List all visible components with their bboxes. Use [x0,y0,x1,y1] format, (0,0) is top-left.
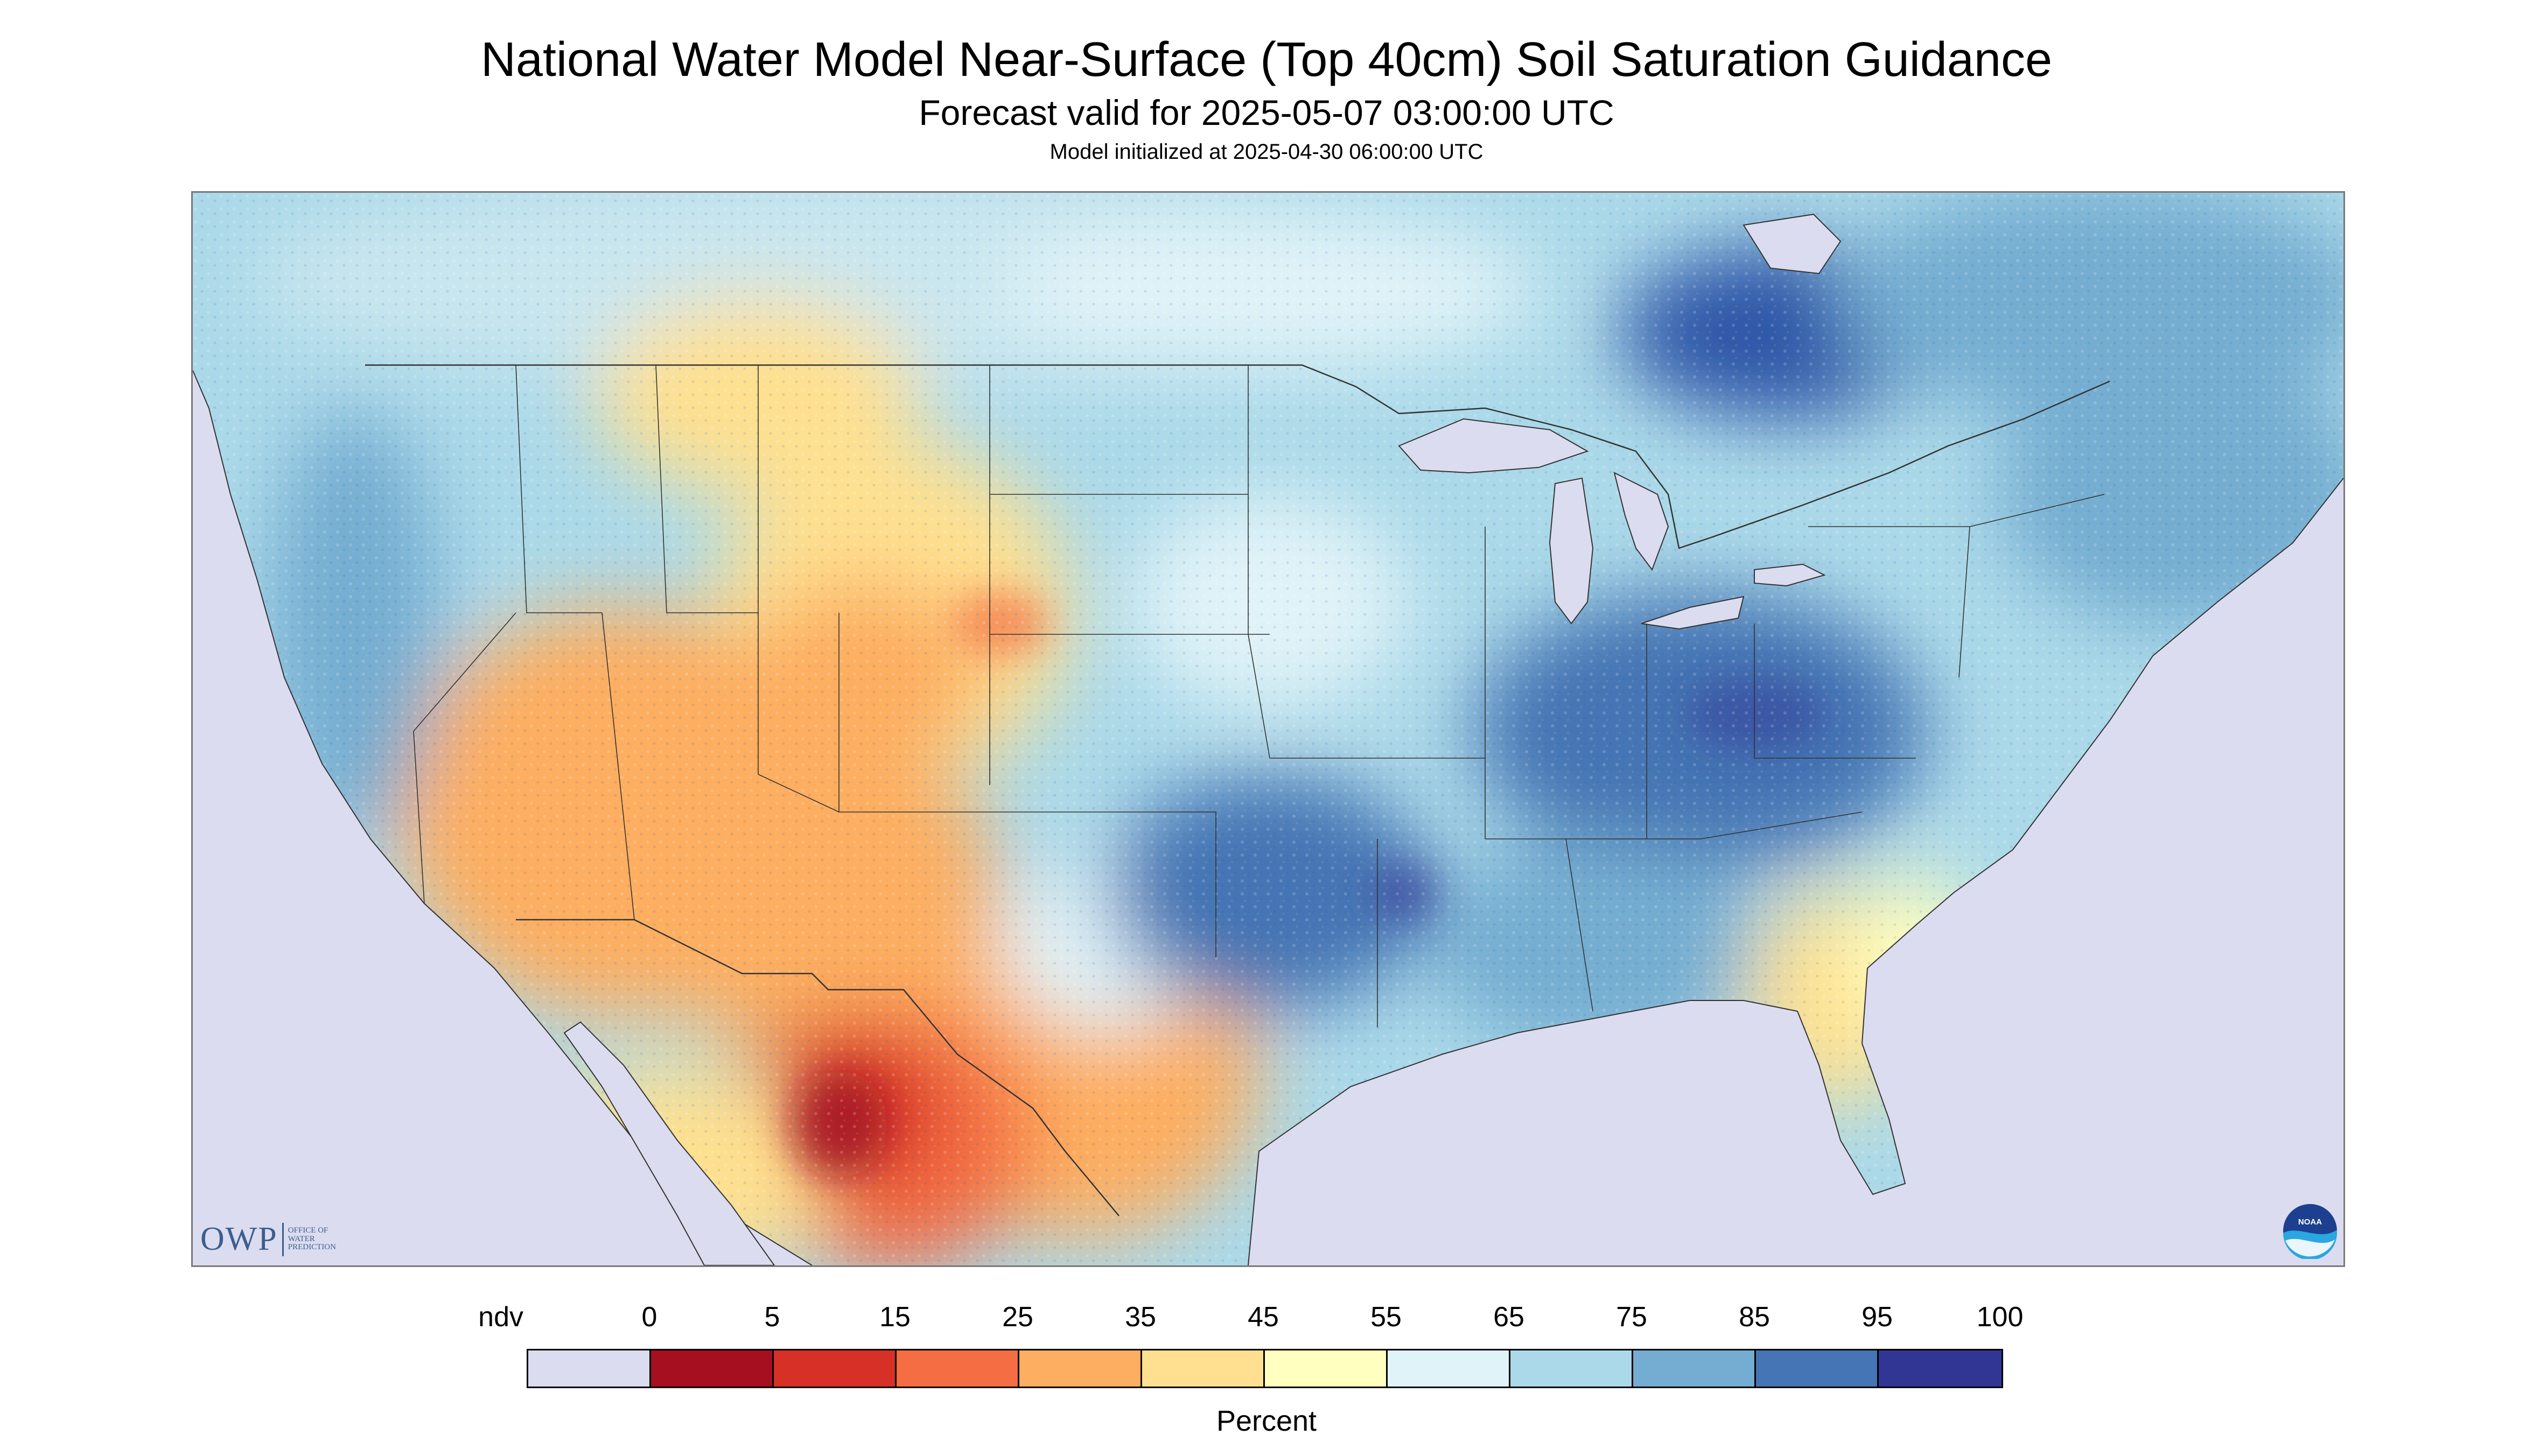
legend-tick: 25 [1002,1301,1033,1333]
legend-tick-labels: ndv 0 5 15 25 35 45 55 65 75 85 95 100 [0,1303,2533,1341]
legend-swatch [1142,1350,1265,1387]
legend-tick: 5 [764,1301,780,1333]
legend-swatch [1510,1350,1633,1387]
legend-swatch [651,1350,774,1387]
legend-color-bar [527,1349,2003,1388]
legend-tick: 35 [1125,1301,1156,1333]
legend-tick: 95 [1862,1301,1893,1333]
legend-tick: 45 [1248,1301,1279,1333]
legend-swatch [1388,1350,1510,1387]
map-title: National Water Model Near-Surface (Top 4… [480,33,2052,87]
legend-tick-ndv: ndv [478,1301,523,1333]
noaa-logo-icon: NOAA [2283,1204,2337,1259]
us-mexico-border [516,919,1119,1216]
legend-tick: 85 [1739,1301,1770,1333]
legend-tick: 65 [1493,1301,1524,1333]
owp-logo-subtitle: OFFICE OF WATER PREDICTION [288,1226,336,1252]
legend-unit-label: Percent [1216,1405,1317,1437]
legend-swatch [528,1350,651,1387]
legend-swatch [1879,1350,2002,1387]
legend-swatch [897,1350,1019,1387]
us-canada-border [365,364,2110,549]
gulf-atlantic-coastline [1248,478,2343,1265]
svg-text:NOAA: NOAA [2298,1217,2322,1227]
legend-swatch [1265,1350,1388,1387]
legend-tick: 75 [1616,1301,1647,1333]
forecast-valid-subtitle: Forecast valid for 2025-05-07 03:00:00 U… [919,93,1614,132]
legend-swatch [1756,1350,1879,1387]
legend-tick: 55 [1370,1301,1402,1333]
legend-tick: 100 [1976,1301,2024,1333]
gulf-of-california [563,1021,775,1265]
owp-logo-text: OWP [200,1221,278,1257]
legend-tick: 15 [879,1301,911,1333]
great-lakes [1398,418,1826,630]
legend-tick: 0 [641,1301,657,1333]
owp-logo: OWP OFFICE OF WATER PREDICTION [200,1220,336,1258]
northern-lake [1743,213,1842,275]
state-boundaries [413,365,2105,1027]
legend-swatch [1633,1350,1756,1387]
owp-logo-divider [282,1222,284,1256]
legend-swatch [774,1350,897,1387]
soil-saturation-map[interactable] [191,191,2345,1267]
legend-swatch [1019,1350,1142,1387]
model-init-line: Model initialized at 2025-04-30 06:00:00… [1049,140,1484,164]
